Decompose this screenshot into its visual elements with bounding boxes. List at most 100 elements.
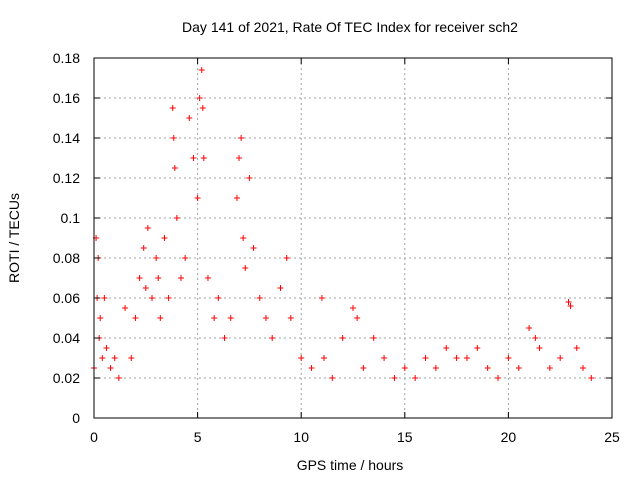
data-point <box>432 365 439 371</box>
data-point <box>588 375 595 381</box>
data-point <box>557 355 564 361</box>
chart-title: Day 141 of 2021, Rate Of TEC Index for r… <box>182 19 518 35</box>
data-point <box>412 375 419 381</box>
data-point <box>122 305 129 311</box>
x-tick-label: 0 <box>90 429 98 445</box>
data-point <box>186 115 193 121</box>
data-point <box>474 345 481 351</box>
data-point <box>370 335 377 341</box>
data-point <box>140 245 147 251</box>
y-axis-label: ROTI / TECUs <box>6 193 22 283</box>
data-point <box>149 295 156 301</box>
data-point <box>277 285 284 291</box>
data-point <box>97 315 104 321</box>
data-point <box>178 275 185 281</box>
data-point <box>101 295 108 301</box>
data-point <box>536 345 543 351</box>
data-points <box>91 67 595 381</box>
data-point <box>495 375 502 381</box>
data-point <box>198 67 205 73</box>
y-tick-label: 0.14 <box>53 130 80 146</box>
data-point <box>142 285 149 291</box>
data-point <box>567 303 574 309</box>
data-point <box>401 365 408 371</box>
y-tick-label: 0.1 <box>61 210 81 226</box>
data-point <box>233 195 240 201</box>
data-point <box>182 255 189 261</box>
data-point <box>157 315 164 321</box>
grid <box>94 58 612 418</box>
x-tick-label: 25 <box>604 429 620 445</box>
x-tick-label: 5 <box>194 429 202 445</box>
data-point <box>579 365 586 371</box>
data-point <box>515 365 522 371</box>
x-axis-label: GPS time / hours <box>297 457 404 473</box>
y-tick-label: 0 <box>72 410 80 426</box>
data-point <box>318 295 325 301</box>
data-point <box>153 255 160 261</box>
data-point <box>200 155 207 161</box>
data-point <box>360 365 367 371</box>
data-point <box>196 95 203 101</box>
data-point <box>240 235 247 241</box>
data-point <box>391 375 398 381</box>
data-point <box>320 355 327 361</box>
data-point <box>250 245 257 251</box>
data-point <box>339 335 346 341</box>
data-point <box>381 355 388 361</box>
y-tick-label: 0.18 <box>53 50 80 66</box>
data-point <box>246 175 253 181</box>
data-point <box>484 365 491 371</box>
y-tick-label: 0.16 <box>53 90 80 106</box>
data-point <box>103 345 110 351</box>
data-point <box>107 365 114 371</box>
data-point <box>155 275 162 281</box>
data-point <box>350 305 356 311</box>
data-point <box>573 345 580 351</box>
data-point <box>144 225 151 231</box>
data-point <box>269 335 276 341</box>
plot-frame <box>93 57 613 419</box>
data-point <box>99 355 106 361</box>
data-point <box>298 355 305 361</box>
axis-ticks: 0 5 10 15 20 25 0 0.02 0.04 0.06 0.08 0.1 0.12 0.14 0.… <box>53 50 620 445</box>
data-point <box>546 365 553 371</box>
data-point <box>308 365 315 371</box>
data-point <box>329 375 336 381</box>
data-point <box>532 335 539 341</box>
y-tick-label: 0.02 <box>53 370 80 386</box>
data-point <box>169 105 176 111</box>
data-point <box>111 355 118 361</box>
data-point <box>354 315 361 321</box>
data-point <box>262 315 269 321</box>
data-point <box>422 355 429 361</box>
data-point <box>463 355 470 361</box>
x-tick-label: 20 <box>501 429 517 445</box>
data-point <box>199 105 206 111</box>
data-point <box>565 299 572 305</box>
data-point <box>221 335 228 341</box>
data-point <box>173 215 180 221</box>
data-point <box>283 255 290 261</box>
data-point <box>204 275 211 281</box>
data-point <box>443 345 450 351</box>
data-point <box>194 195 201 201</box>
data-point <box>171 165 178 171</box>
y-tick-label: 0.12 <box>53 170 80 186</box>
x-tick-label: 10 <box>293 429 309 445</box>
data-point <box>161 235 168 241</box>
y-tick-label: 0.08 <box>53 250 80 266</box>
data-point <box>236 155 243 161</box>
data-point <box>256 295 263 301</box>
data-point <box>132 315 139 321</box>
data-point <box>453 355 460 361</box>
data-point <box>211 315 218 321</box>
y-tick-label: 0.06 <box>53 290 80 306</box>
data-point <box>215 295 222 301</box>
data-point <box>227 315 234 321</box>
data-point <box>128 355 135 361</box>
data-point <box>238 135 245 141</box>
data-point <box>526 325 533 331</box>
y-tick-label: 0.04 <box>53 330 80 346</box>
